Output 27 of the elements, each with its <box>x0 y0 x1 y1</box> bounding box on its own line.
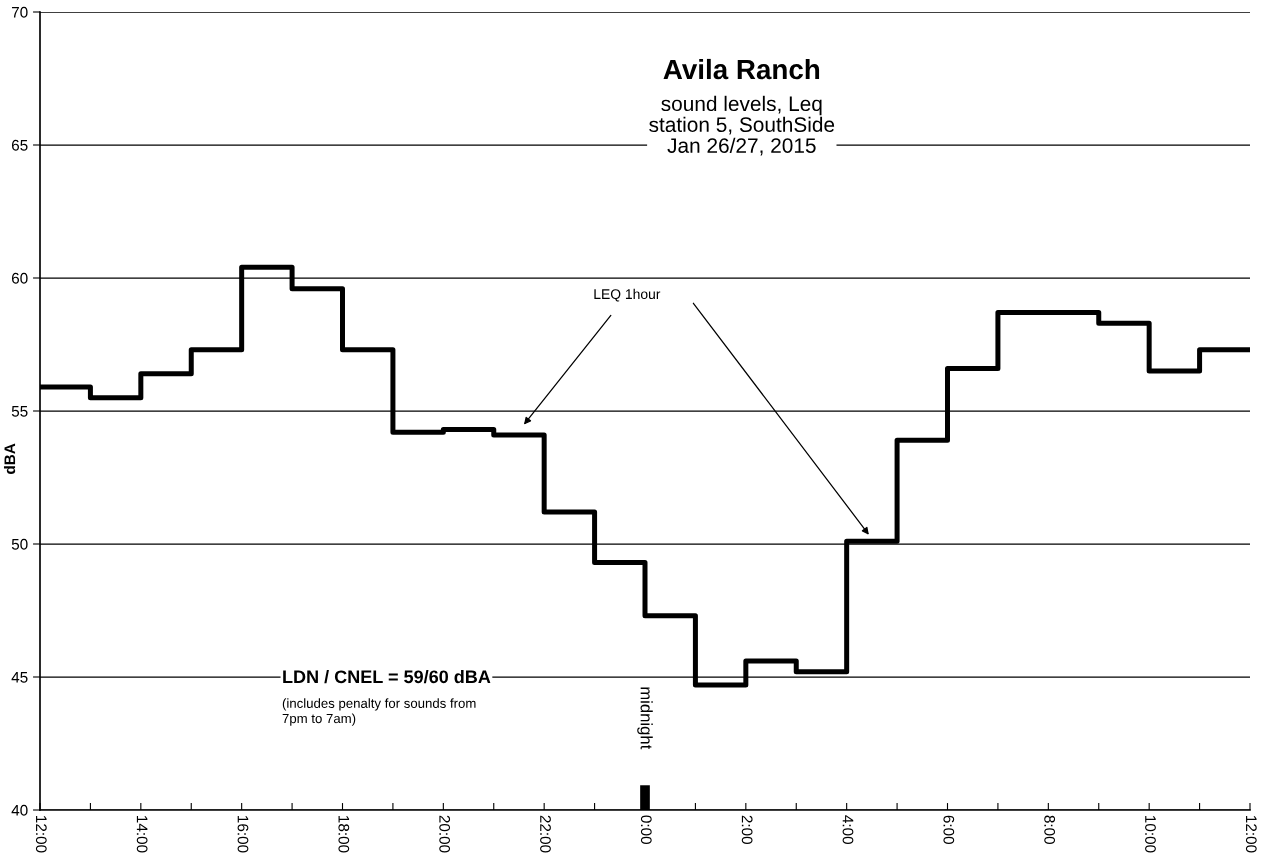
annotation: LDN / CNEL = 59/60 dBA <box>283 669 491 684</box>
y-tick-label: 65 <box>11 139 28 151</box>
y-tick-label: 70 <box>11 6 28 18</box>
text: Avila Ranch <box>663 58 820 80</box>
annotation: (includes penalty for sounds from 7pm to 7am) <box>282 698 476 726</box>
y-tick-label: 60 <box>11 272 28 284</box>
x-tick-label: 2:00 <box>741 815 753 844</box>
annotation: LEQ 1hour <box>594 288 661 302</box>
x-tick-label: 12:00 <box>35 816 47 853</box>
x-tick-label: 10:00 <box>1145 816 1156 853</box>
y-tick-label: 45 <box>11 672 28 683</box>
x-tick-label: 6:00 <box>943 815 955 844</box>
x-tick-label: 16:00 <box>237 816 249 853</box>
y-tick-label: 55 <box>11 406 28 417</box>
x-tick-label: 14:00 <box>136 816 148 853</box>
y-axis-title: dBA <box>3 443 16 474</box>
y-tick-label: 40 <box>11 804 28 816</box>
x-tick-label: 22:00 <box>540 815 551 853</box>
x-tick-label: 0:00 <box>640 815 652 844</box>
x-tick-label: 20:00 <box>439 815 451 853</box>
text: sound levels, Leq station 5, SouthSide Jan 26/27, 2015 <box>649 95 835 156</box>
annotation: midnight <box>637 687 653 750</box>
x-tick-label: 18:00 <box>338 816 350 853</box>
x-tick-label: 12:00 <box>1245 816 1257 853</box>
x-tick-label: 4:00 <box>842 815 854 844</box>
y-tick-label: 50 <box>11 538 28 550</box>
x-tick-label: 8:00 <box>1044 815 1056 844</box>
